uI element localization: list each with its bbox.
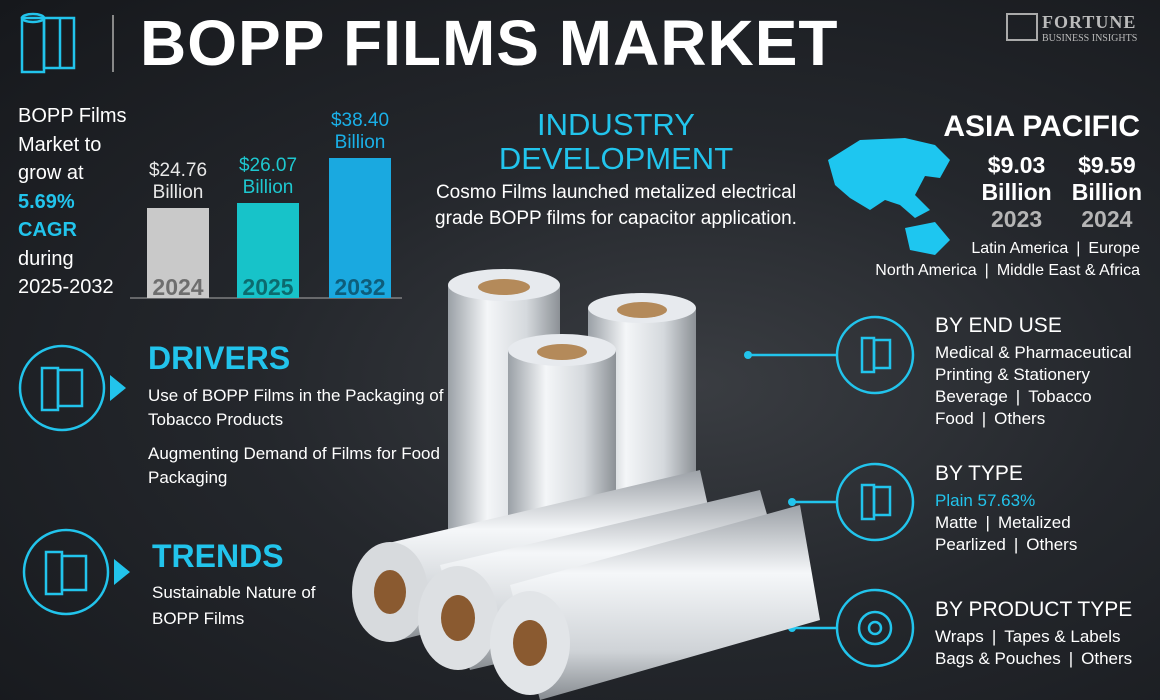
growth-text: BOPP Films Market to grow at 5.69% CAGR durin… [18, 102, 127, 302]
growth-line: Market to [18, 133, 102, 156]
cagr: CAGR [18, 219, 77, 241]
logo-tagline: BUSINESS INSIGHTS [1042, 33, 1138, 44]
segment: BY END USE Medical & Pharmaceutical Printi… [935, 313, 1132, 430]
region-name: Europe [1068, 240, 1140, 257]
industry-title: INDUSTRY DEVELOPMENT [498, 107, 734, 176]
segment-item-row: WrapsTapes & Labels [935, 626, 1132, 648]
segment-item-row: BeverageTobacco [935, 386, 1132, 408]
film-rolls [352, 269, 820, 700]
segment-item: Food [935, 409, 974, 428]
segment-item: Medical & Pharmaceutical [935, 343, 1132, 362]
segment-item: Beverage [935, 387, 1008, 406]
segment-title: BY TYPE [935, 462, 1023, 485]
icon-rings [18, 315, 915, 668]
segment-item-row: MatteMetalized [935, 512, 1077, 534]
region-others: Latin AmericaEuropeNorth AmericaMiddle E… [875, 238, 1140, 282]
logo: FORTUNE BUSINESS INSIGHTS [1042, 12, 1137, 44]
growth-period: 2025-2032 [18, 276, 114, 298]
year: 2024 [1081, 206, 1133, 232]
segment-item: Others [974, 409, 1045, 428]
bar: 2025 [237, 202, 299, 300]
logo-mark [1006, 13, 1038, 41]
trend: Sustainable Nature of BOPP Films [152, 583, 316, 628]
region-name-row: Latin AmericaEurope [875, 238, 1140, 260]
segment-item: Others [1006, 535, 1077, 554]
logo-name: FORTUNE [1042, 12, 1137, 32]
amount: $9.03 [987, 152, 1046, 178]
region-name: Middle East & Africa [977, 262, 1140, 279]
segment-item-row: FoodOthers [935, 408, 1132, 430]
segment-item-row: Printing & Stationery [935, 364, 1132, 386]
driver: Augmenting Demand of Films for Food Pack… [148, 444, 440, 487]
growth-line: BOPP Films [18, 105, 127, 127]
asia-map [828, 138, 950, 255]
segment-item: Wraps [935, 627, 984, 646]
industry-text: Cosmo Films launched metalized electrica… [435, 182, 797, 229]
cagr: 5.69% [18, 190, 75, 213]
segment-item-row: Medical & Pharmaceutical [935, 342, 1132, 364]
region-value: $9.59 Billion 2024 [1072, 152, 1142, 233]
bar: 2032 [329, 158, 391, 300]
region-name: Latin America [971, 240, 1069, 257]
segment-title: BY PRODUCT TYPE [935, 598, 1133, 621]
segment-title: BY END USE [935, 314, 1062, 337]
segment-item: Metalized [978, 513, 1071, 532]
unit: Billion [1071, 179, 1142, 205]
header-icon [20, 12, 76, 74]
title: BOPP FILMS MARKET [140, 7, 839, 79]
region-value: $9.03 Billion 2023 [981, 152, 1051, 233]
segment-item: Others [1061, 649, 1132, 668]
segment-item: Bags & Pouches [935, 649, 1061, 668]
x-tick-label: 2032 [334, 274, 386, 300]
value-label: $26.07 Billion [238, 154, 298, 198]
bar-chart: 2024 $24.76 Billion 2025 $26.07 Billion 2032… [130, 100, 402, 300]
growth-period: during [18, 247, 74, 270]
x-tick-label: 2024 [152, 274, 204, 300]
value-label: $38.40 Billion [330, 110, 390, 153]
region-name: North America [875, 262, 977, 279]
segment-item: Printing & Stationery [935, 365, 1090, 384]
segment-item: Tapes & Labels [984, 627, 1121, 646]
growth-line: grow at [18, 162, 84, 184]
year: 2023 [990, 206, 1043, 232]
segment-item-row: PearlizedOthers [935, 534, 1077, 556]
x-tick-label: 2025 [242, 274, 294, 300]
trends-title: TRENDS [152, 538, 284, 574]
region-values: $9.03 Billion 2023 $9.59 Billion 2024 [981, 152, 1142, 233]
value-label: $24.76 Billion [148, 159, 208, 203]
region-title: ASIA PACIFIC [943, 110, 1140, 143]
drivers-title: DRIVERS [148, 340, 291, 376]
drivers-list: Use of BOPP Films in the Packaging of To… [148, 384, 448, 500]
segment-item: Matte [935, 513, 978, 532]
segment-item: Pearlized [935, 535, 1006, 554]
bar: 2024 [147, 207, 209, 300]
region-name-row: North AmericaMiddle East & Africa [875, 260, 1140, 282]
segment-item: Tobacco [1008, 387, 1092, 406]
segment-item-row: Bags & PouchesOthers [935, 648, 1132, 670]
driver: Use of BOPP Films in the Packaging of To… [148, 386, 444, 429]
amount: $9.59 [1078, 152, 1136, 178]
trends-list: Sustainable Nature of BOPP Films [152, 580, 342, 632]
unit: Billion [981, 179, 1052, 205]
segment-highlight: Plain 57.63% [935, 491, 1036, 510]
